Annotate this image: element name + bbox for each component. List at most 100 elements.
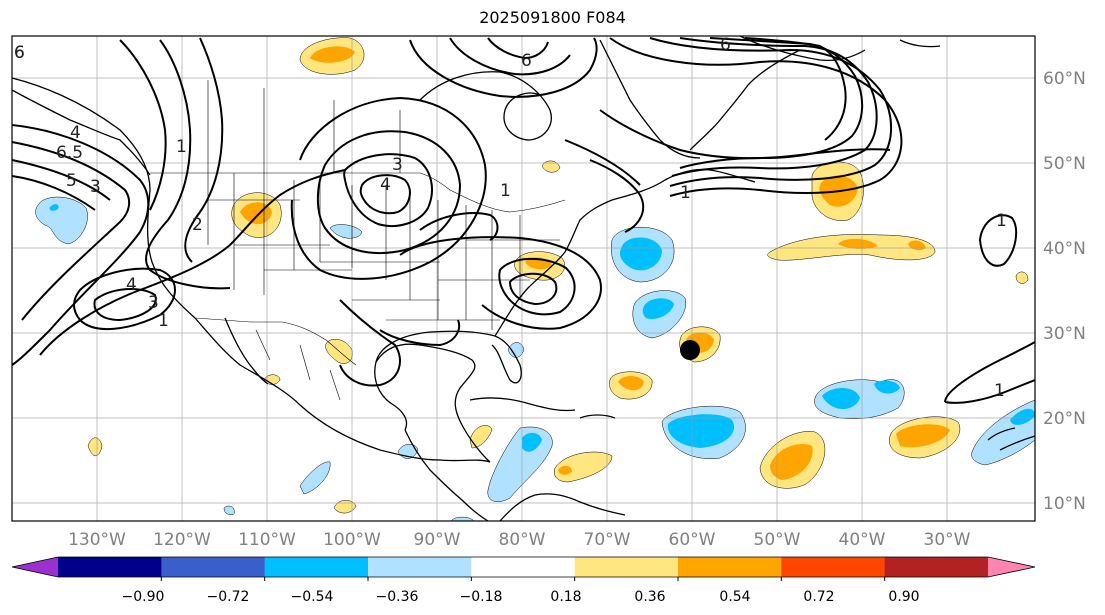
coastline-baja: [224, 317, 269, 385]
coastline-central-america: [404, 429, 489, 522]
contour-line: [339, 299, 401, 387]
contour-label: 3: [392, 155, 403, 175]
lon-label: 100°W: [323, 530, 381, 550]
contour-labels: 6 6 6 6.5 5 4 3 2 1 4 3 1 3 4 1 1 1 6 1: [14, 35, 1007, 401]
anomaly-negative-core: [874, 380, 900, 394]
anomaly-negative: [329, 224, 363, 239]
border-us-mexico: [195, 317, 357, 366]
coastline-alaska: [11, 89, 151, 176]
lat-label: 40°N: [1043, 239, 1086, 259]
contour-lines: [11, 37, 1036, 404]
contour-label: 1: [158, 311, 169, 331]
lon-label: 120°W: [153, 530, 211, 550]
anomaly-positive-core: [310, 46, 355, 63]
contour-label: 1: [994, 381, 1005, 401]
contour-label: 1: [176, 137, 187, 157]
lon-label: 40°W: [839, 530, 886, 550]
contour-line: [343, 153, 433, 227]
contour-line: [449, 37, 571, 76]
colorbar-segment: [781, 557, 886, 577]
contour-line: [359, 174, 411, 215]
lon-label: 90°W: [414, 530, 461, 550]
contour-line: [93, 288, 157, 322]
contour-label: 6: [521, 51, 532, 71]
coastline-south-america: [499, 493, 626, 522]
contour-label: 6: [14, 43, 25, 63]
lat-label: 50°N: [1043, 154, 1086, 174]
contour-label: 4: [126, 275, 137, 295]
lon-label: 60°W: [669, 530, 716, 550]
contour-line: [589, 159, 645, 233]
contour-line: [944, 341, 1036, 403]
contour-line: [11, 175, 96, 211]
latitude-labels: 60°N 50°N 40°N 30°N 20°N 10°N: [1043, 69, 1086, 514]
colorbar-segment: [58, 557, 162, 577]
contour-line: [487, 37, 549, 60]
colorbar-segment: [161, 557, 266, 577]
colorbar-segment: [678, 557, 782, 577]
anomaly-positive: [541, 160, 561, 173]
colorbar: [11, 556, 1036, 581]
contour-line: [649, 37, 892, 187]
contour-label: 6: [720, 35, 731, 55]
map-title: 2025091800 F084: [479, 8, 626, 27]
lon-label: 110°W: [238, 530, 296, 550]
coastline-labrador: [599, 39, 701, 159]
lon-label: 80°W: [499, 530, 546, 550]
coastline-north-america-west: [11, 77, 491, 463]
colorbar-tick-label: −0.72: [207, 589, 250, 605]
contour-line: [39, 169, 346, 356]
contour-label: 6: [14, 43, 25, 63]
lat-label: 10°N: [1043, 494, 1086, 514]
contour-label: 6.5: [56, 143, 83, 163]
anomaly-positive: [554, 451, 613, 483]
colorbar-ticks: −0.90 −0.72 −0.54 −0.36 −0.18 0.18 0.36 …: [122, 589, 920, 605]
anomaly-negative-core: [49, 204, 59, 211]
coastline-east: [494, 168, 711, 337]
colorbar-tick-label: −0.90: [122, 589, 165, 605]
contour-line: [11, 159, 111, 201]
lat-label: 20°N: [1043, 409, 1086, 429]
colorbar-segment: [264, 557, 369, 577]
anomaly-positive: [87, 437, 103, 456]
contour-label: 3: [148, 293, 159, 313]
contour-label: 3: [90, 177, 101, 197]
contour-label: 4: [70, 123, 81, 143]
anomaly-negative: [299, 461, 331, 495]
mexico-state: [255, 329, 341, 401]
contour-line: [316, 130, 462, 254]
colorbar-tick-label: 0.54: [719, 589, 750, 605]
contour-line: [11, 124, 150, 366]
anomaly-negative: [507, 342, 525, 358]
coastline-cuba: [469, 397, 576, 412]
map-frame: [11, 35, 1036, 522]
lon-label: 50°W: [754, 530, 801, 550]
contour-line: [609, 37, 903, 197]
anomaly-positive: [1015, 271, 1029, 284]
lon-label: 130°W: [68, 530, 126, 550]
contour-line: [184, 37, 224, 263]
colorbar-segment: [368, 557, 472, 577]
colorbar-tick-label: 0.18: [550, 589, 581, 605]
state-line: [207, 173, 521, 330]
colorbar-tick-label: −0.36: [376, 589, 419, 605]
colorbar-tick-label: −0.18: [460, 589, 503, 605]
anomaly-positive-core: [838, 238, 878, 249]
anomaly-negative-core: [620, 237, 662, 271]
coastlines: [11, 35, 1036, 522]
coastline-hudson: [419, 71, 552, 141]
contour-line: [508, 272, 558, 306]
anomaly-negative-core: [1010, 408, 1035, 425]
anomaly-negative-core: [642, 298, 674, 320]
contour-line: [564, 139, 641, 186]
contour-line: [498, 257, 576, 316]
colorbar-tick-label: −0.54: [291, 589, 334, 605]
contour-line: [11, 141, 131, 321]
colorbar-extend-max: [988, 557, 1035, 577]
contour-label: 1: [680, 183, 691, 203]
state-line: [208, 199, 560, 321]
contour-line: [379, 319, 460, 347]
colorbar-tick-label: 0.72: [803, 589, 834, 605]
contour-label: 5: [66, 171, 77, 191]
